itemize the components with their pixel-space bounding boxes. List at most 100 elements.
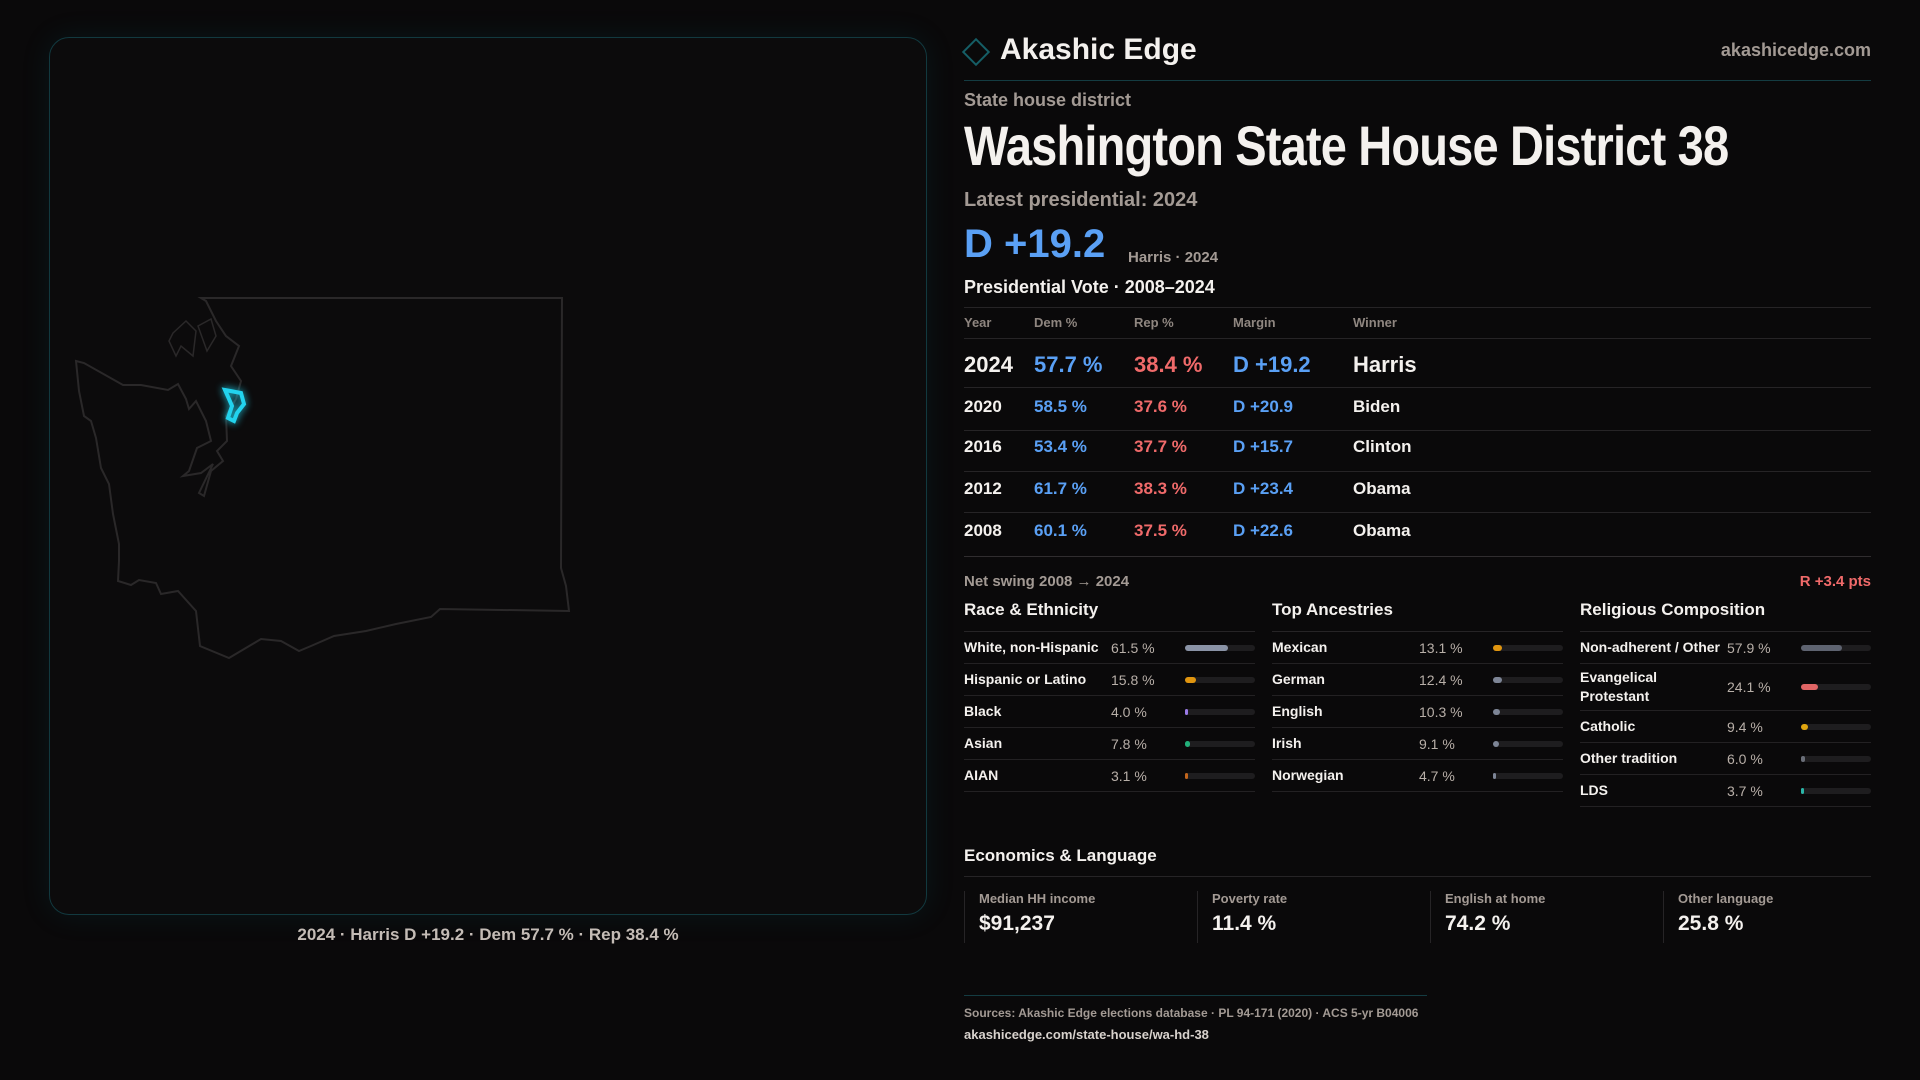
- cell-margin: D +22.6: [1233, 521, 1294, 540]
- stat-value: 3.7 %: [1727, 782, 1763, 799]
- site-link[interactable]: akashicedge.com: [1720, 40, 1871, 60]
- econ-card: Poverty rate 11.4 %: [1197, 891, 1429, 943]
- stat-bar-fill: [1185, 740, 1191, 747]
- table-row: 2008 60.1 % 37.5 % D +22.6 Obama: [964, 517, 1871, 545]
- table-title: Presidential Vote · 2008–2024: [964, 277, 1215, 297]
- stat-label: AIAN: [964, 767, 999, 783]
- stat-bar-fill: [1801, 723, 1808, 730]
- econ-label: English at home: [1445, 891, 1546, 906]
- cell-year: 2016: [964, 437, 1002, 456]
- row-divider: [964, 430, 1871, 431]
- cell-year: 2008: [964, 521, 1002, 540]
- stat-label: Irish: [1272, 735, 1302, 751]
- stat-row: LDS 3.7 %: [1580, 775, 1871, 807]
- col-dem: Dem %: [1034, 314, 1078, 330]
- cell-dem: 60.1 %: [1034, 521, 1087, 540]
- econ-value: 11.4 %: [1212, 912, 1277, 935]
- econ-card: Median HH income $91,237: [964, 891, 1196, 943]
- stat-label: English: [1272, 703, 1323, 719]
- table-row: 2012 61.7 % 38.3 % D +23.4 Obama: [964, 475, 1871, 503]
- page-url[interactable]: akashicedge.com/state-house/wa-hd-38: [964, 1027, 1209, 1042]
- stat-bar: [1801, 684, 1871, 690]
- table-row: 2020 58.5 % 37.6 % D +20.9 Biden: [964, 393, 1871, 421]
- stat-row: Norwegian 4.7 %: [1272, 760, 1563, 792]
- stat-bar: [1185, 644, 1255, 651]
- stat-value: 9.4 %: [1727, 718, 1763, 735]
- stat-label: Black: [964, 703, 1002, 719]
- cell-winner: Harris: [1353, 352, 1417, 377]
- net-swing-label: Net swing 2008 → 2024: [964, 573, 1130, 590]
- stat-bar: [1185, 740, 1255, 747]
- stat-value: 13.1 %: [1419, 639, 1463, 656]
- cell-margin: D +20.9: [1233, 397, 1294, 416]
- econ-value: 74.2 %: [1445, 912, 1511, 935]
- section-title: Religious Composition: [1580, 600, 1871, 632]
- stat-label: Evangelical Protestant: [1580, 669, 1658, 704]
- stat-label: Hispanic or Latino: [964, 671, 1087, 687]
- col-year: Year: [964, 314, 992, 330]
- cell-rep: 37.6 %: [1134, 397, 1187, 416]
- stat-value: 12.4 %: [1419, 671, 1463, 688]
- stat-label: Other tradition: [1580, 750, 1678, 766]
- latest-margin-sub: Harris · 2024: [1128, 249, 1219, 266]
- stat-bar: [1493, 772, 1563, 779]
- stat-value: 4.0 %: [1111, 703, 1147, 720]
- stat-bar-fill: [1493, 676, 1502, 683]
- header-divider: [964, 80, 1871, 81]
- section-title: Race & Ethnicity: [964, 600, 1255, 632]
- net-swing-value: R +3.4 pts: [1799, 573, 1871, 590]
- cell-margin: D +23.4: [1233, 479, 1294, 498]
- stat-bar-fill: [1801, 684, 1818, 690]
- econ-value: $91,237: [979, 912, 1055, 935]
- stat-bar: [1801, 787, 1871, 794]
- row-divider: [964, 512, 1871, 513]
- cell-dem: 58.5 %: [1034, 397, 1087, 416]
- row-divider: [964, 471, 1871, 472]
- district-38-highlight[interactable]: [221, 387, 247, 424]
- stat-bar: [1493, 676, 1563, 683]
- cell-rep: 37.5 %: [1134, 521, 1187, 540]
- stat-label: Non-adherent / Other: [1580, 639, 1721, 655]
- col-winner: Winner: [1353, 314, 1397, 330]
- stat-bar: [1801, 723, 1871, 730]
- economics-divider: [964, 876, 1871, 877]
- brand-name: Akashic Edge: [1000, 33, 1197, 66]
- table-row: 2024 57.7 % 38.4 % D +19.2 Harris: [964, 345, 1871, 385]
- stat-row: Irish 9.1 %: [1272, 728, 1563, 760]
- stat-row: White, non-Hispanic 61.5 %: [964, 632, 1255, 664]
- stat-value: 6.0 %: [1727, 750, 1763, 767]
- econ-label: Poverty rate: [1212, 891, 1288, 906]
- table-header: Year Dem % Rep % Margin Winner: [964, 314, 1871, 330]
- stat-bar-fill: [1801, 755, 1806, 762]
- page-title: Washington State House District 38: [964, 114, 1729, 177]
- cell-winner: Obama: [1353, 521, 1411, 540]
- cell-margin: D +19.2: [1233, 352, 1311, 377]
- logo-diamond-icon: [961, 37, 991, 67]
- map-panel[interactable]: [49, 37, 927, 915]
- state-outline: [74, 297, 571, 660]
- cell-rep: 38.3 %: [1134, 479, 1187, 498]
- stat-row: Hispanic or Latino 15.8 %: [964, 664, 1255, 696]
- cell-winner: Obama: [1353, 479, 1411, 498]
- stat-value: 4.7 %: [1419, 767, 1455, 784]
- stat-bar-fill: [1185, 676, 1197, 683]
- washington-map[interactable]: [50, 38, 928, 916]
- row-divider: [964, 387, 1871, 388]
- stat-label: Norwegian: [1272, 767, 1344, 783]
- latest-label: Latest presidential: 2024: [964, 189, 1198, 211]
- econ-value: 25.8 %: [1678, 912, 1744, 935]
- cell-year: 2012: [964, 479, 1002, 498]
- cell-dem: 57.7 %: [1034, 352, 1103, 377]
- table-row: 2016 53.4 % 37.7 % D +15.7 Clinton: [964, 433, 1871, 461]
- econ-card: Other language 25.8 %: [1663, 891, 1895, 943]
- stat-bar: [1493, 740, 1563, 747]
- stat-label: Catholic: [1580, 718, 1636, 734]
- cell-year: 2024: [964, 352, 1013, 377]
- stat-value: 3.1 %: [1111, 767, 1147, 784]
- economics-title: Economics & Language: [964, 846, 1157, 865]
- econ-card: English at home 74.2 %: [1430, 891, 1662, 943]
- section-1: Top Ancestries Mexican 13.1 % German 12.4 % E…: [1272, 600, 1563, 792]
- table-bottom-divider: [964, 556, 1871, 557]
- stat-bar-fill: [1493, 740, 1500, 747]
- stat-bar: [1185, 708, 1255, 715]
